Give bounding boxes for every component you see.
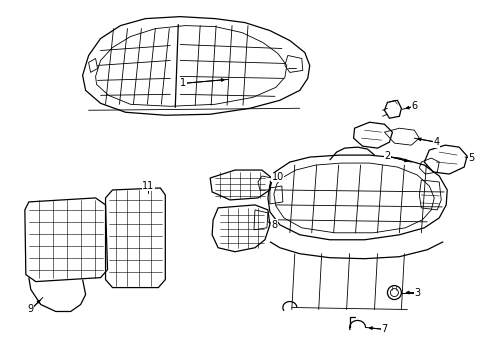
Text: 2: 2 — [384, 151, 391, 161]
Text: 8: 8 — [272, 220, 278, 230]
Text: 5: 5 — [468, 153, 474, 163]
Text: 1: 1 — [180, 78, 186, 88]
Text: 11: 11 — [142, 181, 154, 191]
Text: 10: 10 — [272, 172, 284, 182]
Text: 6: 6 — [411, 101, 417, 111]
Text: 3: 3 — [414, 288, 420, 298]
Text: 9: 9 — [28, 305, 34, 315]
Text: 7: 7 — [381, 324, 388, 334]
Text: 4: 4 — [433, 137, 440, 147]
